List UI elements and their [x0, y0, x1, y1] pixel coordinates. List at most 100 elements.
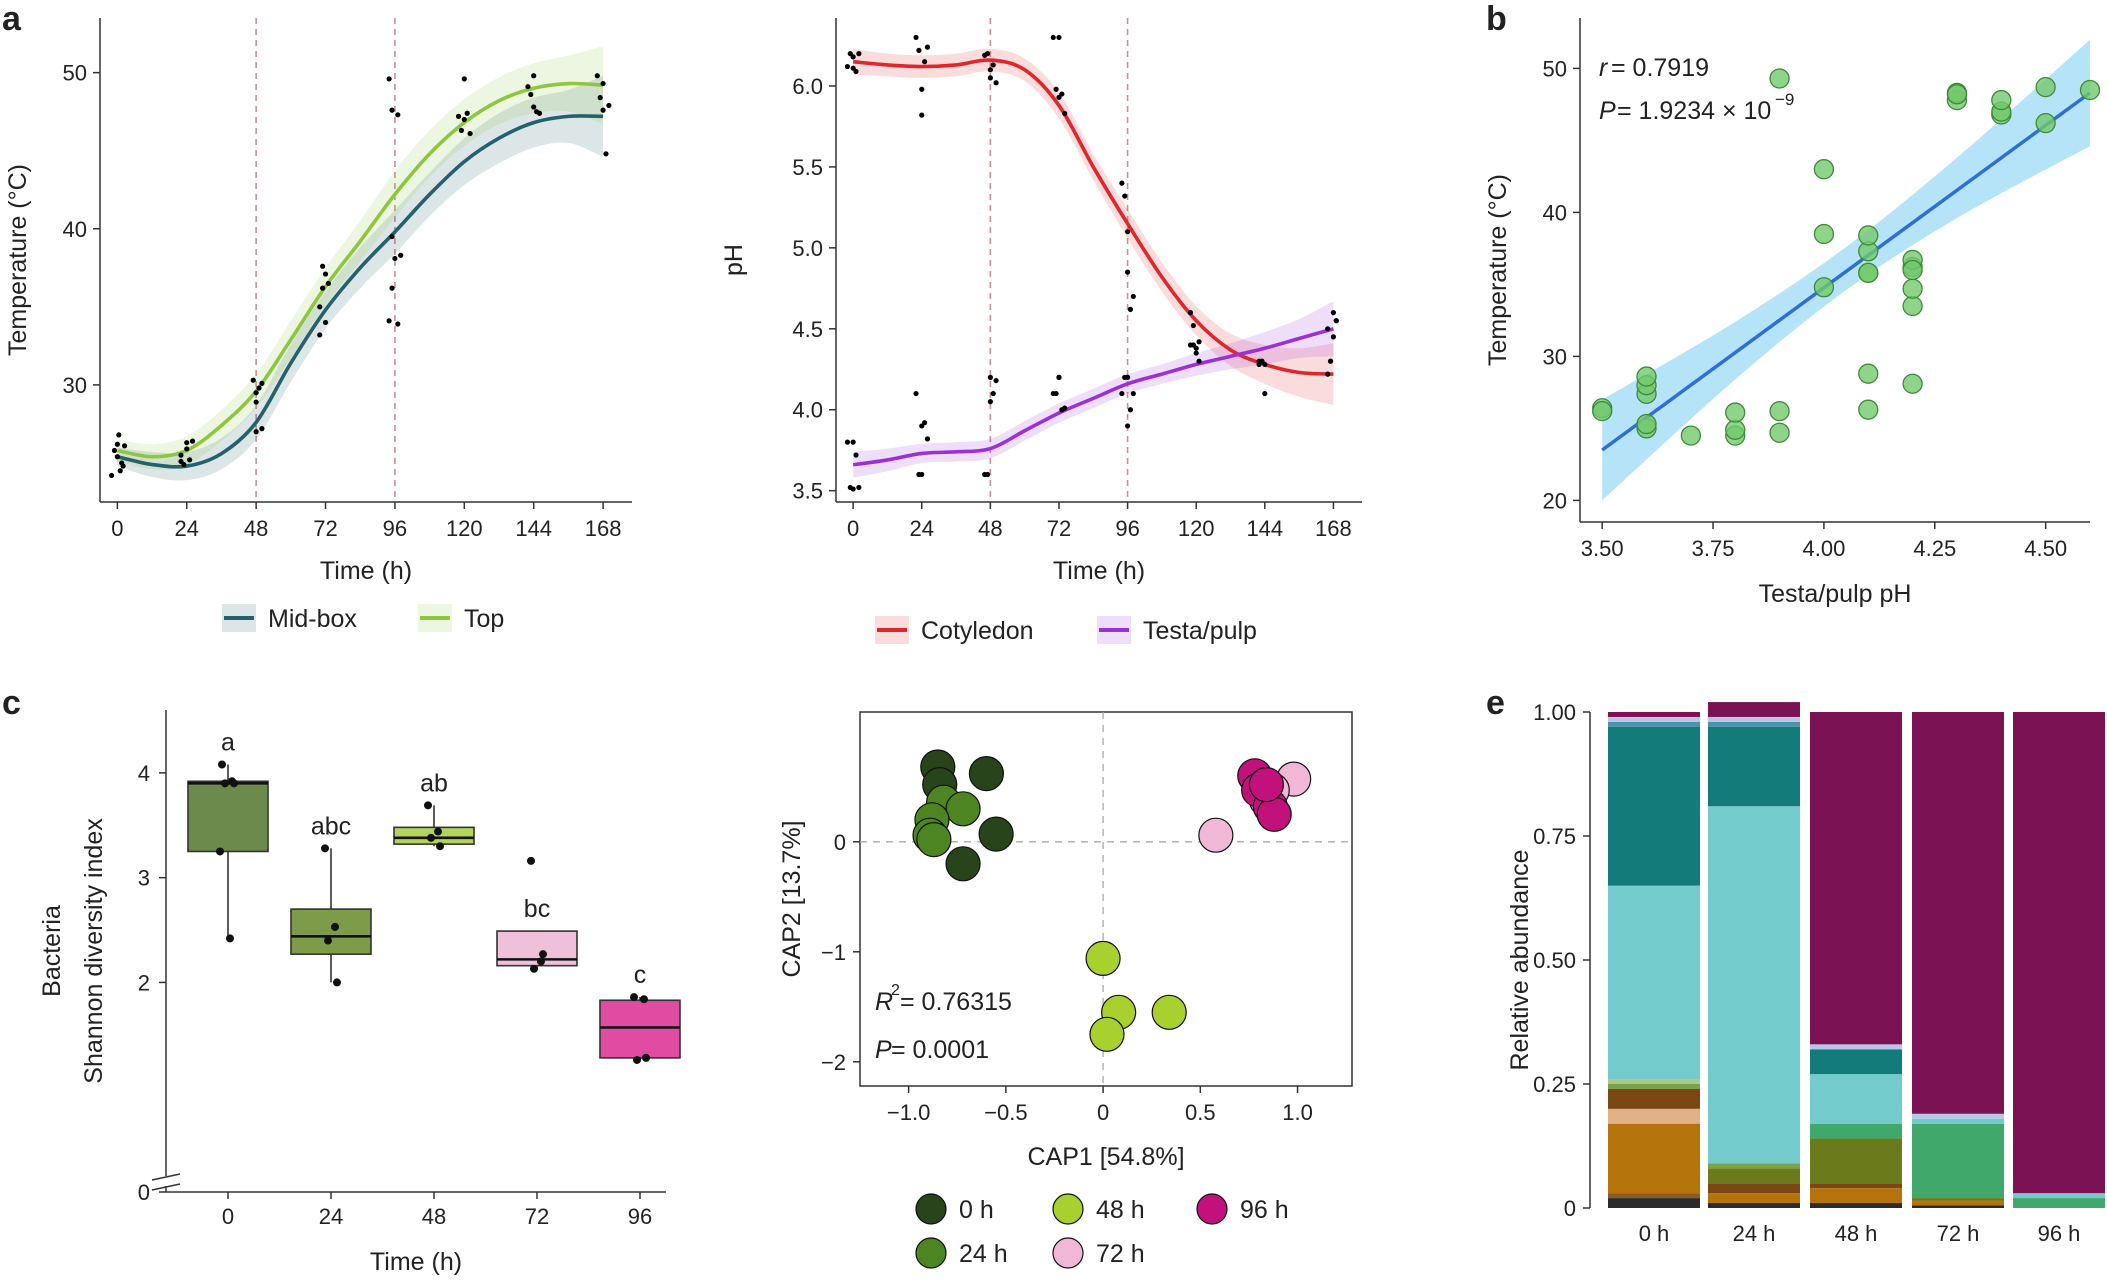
data-point	[253, 429, 259, 435]
panel-label-b: b	[1486, 0, 1507, 38]
y-axis-title: pH	[720, 244, 748, 276]
data-point	[1124, 269, 1131, 275]
bar-segment	[2013, 712, 2105, 1194]
data-point	[916, 821, 952, 858]
data-point	[322, 319, 329, 326]
data-point	[320, 263, 326, 269]
y-tick-label: 0.50	[1533, 948, 1576, 973]
data-point	[395, 321, 401, 327]
data-point	[1725, 419, 1746, 440]
x-tick-label: 120	[446, 516, 483, 541]
y-tick-label: 30	[1543, 344, 1567, 369]
x-tick-label: 144	[1246, 516, 1283, 541]
regression-line	[1601, 91, 2092, 452]
x-tick-label: 4.50	[2024, 536, 2067, 561]
y-tick-label: 6.0	[792, 74, 823, 99]
ph-chart: 0 24 48 72 96 120 144 168 3.5 4.0 4.5 5.0 5.5 6.0 Time…	[720, 18, 1362, 645]
bar-segment	[1810, 1049, 1902, 1075]
series-fit-line	[852, 327, 1334, 467]
data-point	[1056, 374, 1062, 380]
x-tick-label: 0 h	[1639, 1221, 1670, 1246]
data-point	[1050, 34, 1056, 41]
y-tick-label: 0.75	[1533, 824, 1576, 849]
bar-segment	[1810, 1188, 1902, 1204]
bar-segment	[1810, 1203, 1902, 1208]
data-point	[1193, 345, 1199, 351]
x-tick-label: 24	[174, 516, 198, 541]
y-tick-label: 40	[63, 217, 87, 242]
data-point	[537, 957, 545, 966]
series-fit-line	[116, 114, 604, 469]
y-tick-label: −1	[821, 940, 846, 965]
data-point	[111, 447, 118, 454]
data-point	[1330, 310, 1337, 316]
x-tick-label: 72	[1047, 516, 1071, 541]
data-point	[1119, 180, 1125, 186]
data-point	[597, 95, 603, 101]
data-point	[189, 438, 196, 444]
data-point	[603, 151, 609, 157]
legend-swatch	[1052, 1193, 1084, 1225]
data-point	[528, 91, 534, 98]
data-point	[1333, 318, 1339, 324]
data-point	[322, 271, 329, 277]
series-fit-line	[116, 81, 604, 459]
y-tick-label: 30	[63, 373, 87, 398]
y-tick-label: 50	[1543, 56, 1567, 81]
y-axis-title: Relative abundance	[1506, 850, 1534, 1071]
p-exponent: −9	[1775, 90, 1794, 109]
legend-label: Top	[464, 605, 504, 633]
x-tick-label: 0	[222, 1204, 234, 1229]
legend-label: 72 h	[1096, 1240, 1145, 1268]
data-point	[1127, 407, 1134, 413]
x-tick-label: 168	[585, 516, 622, 541]
y-axis-title: Shannon diversity index	[80, 818, 108, 1084]
bar-segment	[1608, 1193, 1700, 1199]
data-point	[218, 760, 226, 769]
data-point	[317, 332, 323, 338]
legend-swatch	[915, 1193, 947, 1225]
y-tick-label: 4.5	[792, 317, 823, 342]
legend-label: Mid-box	[268, 605, 357, 633]
data-point	[1813, 277, 1835, 298]
bar-segment	[1708, 1193, 1800, 1204]
data-point	[178, 458, 184, 465]
y-tick-label: 4	[138, 761, 150, 786]
data-point	[1769, 422, 1790, 443]
bar-segment	[1810, 1183, 1902, 1189]
data-point	[1056, 34, 1062, 41]
data-point	[1124, 229, 1131, 235]
x-tick-label: 24 h	[1733, 1221, 1776, 1246]
data-point	[594, 73, 600, 79]
data-point	[320, 285, 326, 291]
bar-segment	[1608, 1108, 1700, 1124]
p-value: = 0.0001	[891, 1036, 989, 1064]
data-point	[120, 463, 126, 469]
y-axis-title: Temperature (°C)	[4, 164, 32, 356]
x-tick-label: 144	[515, 516, 552, 541]
bar-segment	[1608, 726, 1700, 886]
panel-label-e: e	[1486, 684, 1505, 722]
x-tick-label: 4.00	[1802, 536, 1845, 561]
x-tick-label: 96 h	[2038, 1221, 2081, 1246]
y-tick-label: 0.25	[1533, 1072, 1576, 1097]
data-point	[216, 847, 224, 856]
data-point	[1769, 68, 1790, 89]
data-point	[1187, 310, 1194, 316]
bar-segment	[1912, 1205, 2004, 1208]
bar-segment	[1708, 726, 1800, 807]
data-point	[1813, 159, 1835, 180]
data-point	[1946, 84, 1968, 105]
data-point	[850, 486, 856, 492]
data-point	[1256, 796, 1292, 832]
data-point	[1858, 262, 1879, 284]
x-tick-label: 0	[847, 516, 859, 541]
x-tick-label: 96	[383, 516, 407, 541]
y-tick-label: 2	[138, 970, 150, 995]
x-tick-label: 0	[1097, 1100, 1109, 1125]
box-body	[290, 908, 372, 955]
confidence-band	[853, 301, 1334, 478]
cap-chart: −1.0 −0.5 0 0.5 1.0 −2 −1 0 CAP1 [54.8%] CAP2 [13…	[778, 711, 1353, 1269]
data-point	[436, 842, 444, 851]
